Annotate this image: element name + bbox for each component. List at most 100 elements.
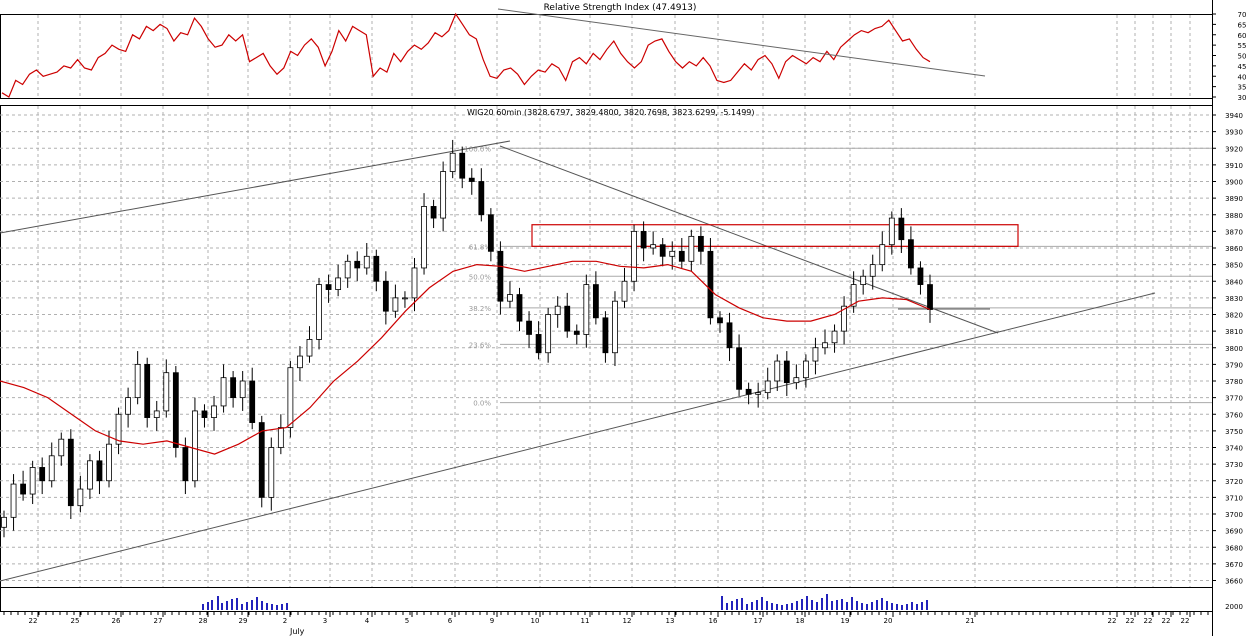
candlestick bbox=[277, 414, 284, 455]
candlestick bbox=[201, 404, 208, 428]
candlestick bbox=[20, 470, 26, 501]
candle-body bbox=[373, 255, 380, 282]
rsi-line bbox=[1, 12, 931, 98]
candlestick bbox=[745, 382, 752, 405]
candle-body bbox=[554, 305, 561, 315]
candle-body bbox=[678, 250, 685, 262]
candlestick bbox=[459, 146, 466, 189]
candlestick bbox=[592, 271, 599, 325]
candlestick bbox=[115, 407, 122, 455]
candlestick bbox=[182, 437, 189, 495]
candle-body bbox=[545, 314, 552, 354]
y-tick-label: 3930 bbox=[1225, 129, 1243, 137]
x-axis: 22 25 26 27 28 29 2 3 4 5 6 9 10 11 12 13 16 17 18 19 20 21 22… bbox=[3, 612, 1209, 625]
candlestick bbox=[421, 193, 427, 275]
candlestick bbox=[602, 311, 609, 363]
candle-body bbox=[144, 363, 151, 418]
candlestick bbox=[220, 364, 227, 413]
rsi-tick-label: 65 bbox=[1238, 21, 1247, 29]
candlestick bbox=[440, 161, 447, 232]
candle-body bbox=[841, 305, 847, 332]
x-tick-label: 22 bbox=[1144, 617, 1153, 625]
y-tick-label: 3810 bbox=[1225, 328, 1243, 336]
candle-body bbox=[163, 372, 170, 412]
x-tick-label: 22 bbox=[29, 617, 38, 625]
candle-body bbox=[612, 300, 618, 354]
candle-body bbox=[487, 214, 494, 252]
candlestick bbox=[382, 271, 389, 325]
candle-body bbox=[363, 255, 370, 269]
candlestick bbox=[497, 241, 504, 315]
candle-body bbox=[736, 347, 742, 390]
candlestick bbox=[373, 249, 380, 292]
candlestick bbox=[717, 311, 723, 333]
candle-body bbox=[440, 171, 447, 219]
rsi-panel-frame bbox=[0, 14, 1213, 99]
candlestick bbox=[478, 168, 485, 222]
candlestick bbox=[297, 346, 303, 381]
candle-body bbox=[10, 483, 17, 518]
candlestick bbox=[316, 277, 322, 350]
candle-body bbox=[793, 377, 800, 384]
rsi-tick-label: 35 bbox=[1238, 84, 1247, 92]
candle-body bbox=[812, 347, 819, 362]
x-tick-label: 2 bbox=[283, 617, 287, 625]
candle-body bbox=[211, 405, 217, 418]
y-tick-label: 3900 bbox=[1225, 179, 1243, 187]
y-tick-label: 3830 bbox=[1225, 295, 1243, 303]
candle-body bbox=[602, 317, 609, 354]
candlestick bbox=[249, 367, 256, 430]
candle-body bbox=[125, 397, 132, 415]
candle-body bbox=[888, 217, 895, 246]
candlestick bbox=[774, 354, 781, 391]
candlestick bbox=[564, 292, 571, 338]
candlestick bbox=[10, 474, 17, 531]
fib-level-label: 23.6% bbox=[469, 341, 492, 349]
y-tick-label: 3880 bbox=[1225, 212, 1243, 220]
candle-body bbox=[316, 284, 322, 340]
y-tick-label: 3910 bbox=[1225, 162, 1243, 170]
price-title: WIG20 60min (3828.6797, 3829.4800, 3820.… bbox=[467, 108, 755, 117]
candlestick bbox=[736, 334, 742, 396]
y-tick-label: 3750 bbox=[1225, 428, 1243, 436]
candle-body bbox=[908, 239, 914, 269]
x-tick-label: 9 bbox=[490, 617, 494, 625]
candle-body bbox=[507, 294, 513, 302]
candle-body bbox=[220, 377, 227, 407]
candlestick bbox=[153, 400, 160, 431]
candle-body bbox=[192, 410, 198, 482]
x-tick-label: 20 bbox=[884, 617, 893, 625]
candlestick bbox=[621, 267, 628, 308]
y-tick-label: 3740 bbox=[1225, 445, 1243, 453]
candle-body bbox=[287, 367, 294, 428]
candlestick bbox=[172, 366, 179, 458]
x-tick-label: 26 bbox=[112, 617, 121, 625]
candle-body bbox=[325, 284, 332, 290]
rsi-trendline bbox=[497, 8, 986, 77]
candle-body bbox=[898, 217, 905, 241]
volume-bars bbox=[202, 594, 928, 610]
candlestick bbox=[640, 221, 647, 262]
candle-body bbox=[774, 360, 781, 382]
candlestick bbox=[125, 387, 132, 428]
candlestick bbox=[87, 454, 93, 500]
x-tick-label: 10 bbox=[531, 617, 540, 625]
candle-body bbox=[802, 360, 809, 379]
candle-body bbox=[67, 438, 74, 507]
candle-body bbox=[755, 392, 762, 395]
candle-body bbox=[621, 280, 628, 302]
candlestick bbox=[163, 359, 170, 418]
candle-body bbox=[669, 250, 676, 257]
candlestick bbox=[669, 241, 676, 270]
x-tick-label: 22 bbox=[1126, 617, 1135, 625]
candlestick bbox=[48, 442, 55, 488]
rsi-title: Relative Strength Index (47.4913) bbox=[544, 3, 697, 13]
candlestick bbox=[239, 371, 246, 411]
candle-body bbox=[335, 277, 342, 290]
candle-body bbox=[421, 206, 427, 269]
y-tick-label: 3870 bbox=[1225, 228, 1243, 236]
candle-body bbox=[831, 330, 838, 344]
candle-body bbox=[354, 260, 361, 269]
candlestick bbox=[917, 261, 924, 295]
